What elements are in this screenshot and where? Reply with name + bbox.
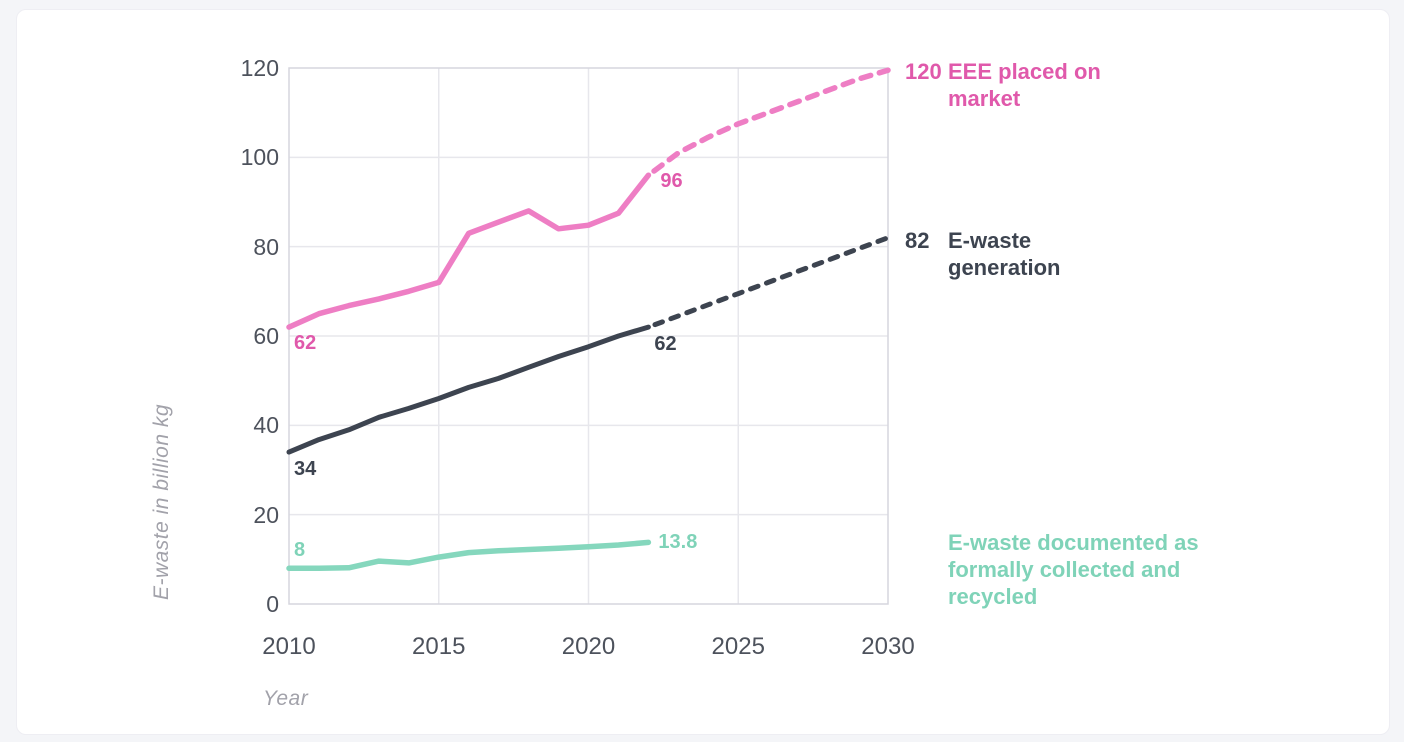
legend-entry-e-waste-recycled: E-waste documented as formally collected … xyxy=(905,529,1248,610)
legend-entry-e-waste-generation: 82 E-waste generation xyxy=(905,227,1248,281)
y-tick-label: 20 xyxy=(253,501,279,528)
x-tick-label: 2025 xyxy=(711,633,765,660)
x-tick-label: 2010 xyxy=(262,633,316,660)
y-tick-label: 0 xyxy=(266,591,279,617)
annotation-pink-2022: 96 xyxy=(660,170,683,193)
chart-card xyxy=(16,9,1390,735)
series-line-eee-placed-on-market-projection xyxy=(645,67,891,178)
legend-value: 82 xyxy=(905,228,930,253)
x-tick-label: 2020 xyxy=(561,633,616,660)
y-tick-label: 100 xyxy=(240,144,279,171)
annotation-teal-2022: 13.8 xyxy=(658,531,698,554)
y-tick-label: 120 xyxy=(240,55,279,81)
legend-value: 120 xyxy=(905,59,942,84)
y-axis-title: E-waste in billion kg xyxy=(150,403,173,601)
annotation-dark-2022: 62 xyxy=(654,333,677,356)
series-line-e-waste-generation-projection xyxy=(645,235,891,330)
y-tick-label: 80 xyxy=(253,233,279,260)
y-tick-label: 40 xyxy=(253,412,279,439)
annotation-teal-start: 8 xyxy=(294,539,306,562)
series-line-e-waste-generation xyxy=(286,324,651,455)
annotation-pink-start: 62 xyxy=(294,332,317,355)
series-line-eee-placed-on-market xyxy=(286,172,652,330)
series-line-e-waste-recycled xyxy=(286,539,652,572)
x-tick-label: 2015 xyxy=(412,633,466,660)
annotation-dark-start: 34 xyxy=(294,458,317,481)
x-axis-title: Year xyxy=(263,687,309,710)
legend-label: EEE placed on market xyxy=(948,59,1101,111)
x-tick-label: 2030 xyxy=(861,633,915,660)
legend-label: E-waste generation xyxy=(948,228,1061,280)
plot-border xyxy=(288,67,889,605)
legend-label: E-waste documented as formally collected … xyxy=(948,530,1199,609)
legend-entry-eee-placed-on-market: 120 EEE placed on market xyxy=(905,58,1248,112)
y-tick-label: 60 xyxy=(253,323,279,349)
